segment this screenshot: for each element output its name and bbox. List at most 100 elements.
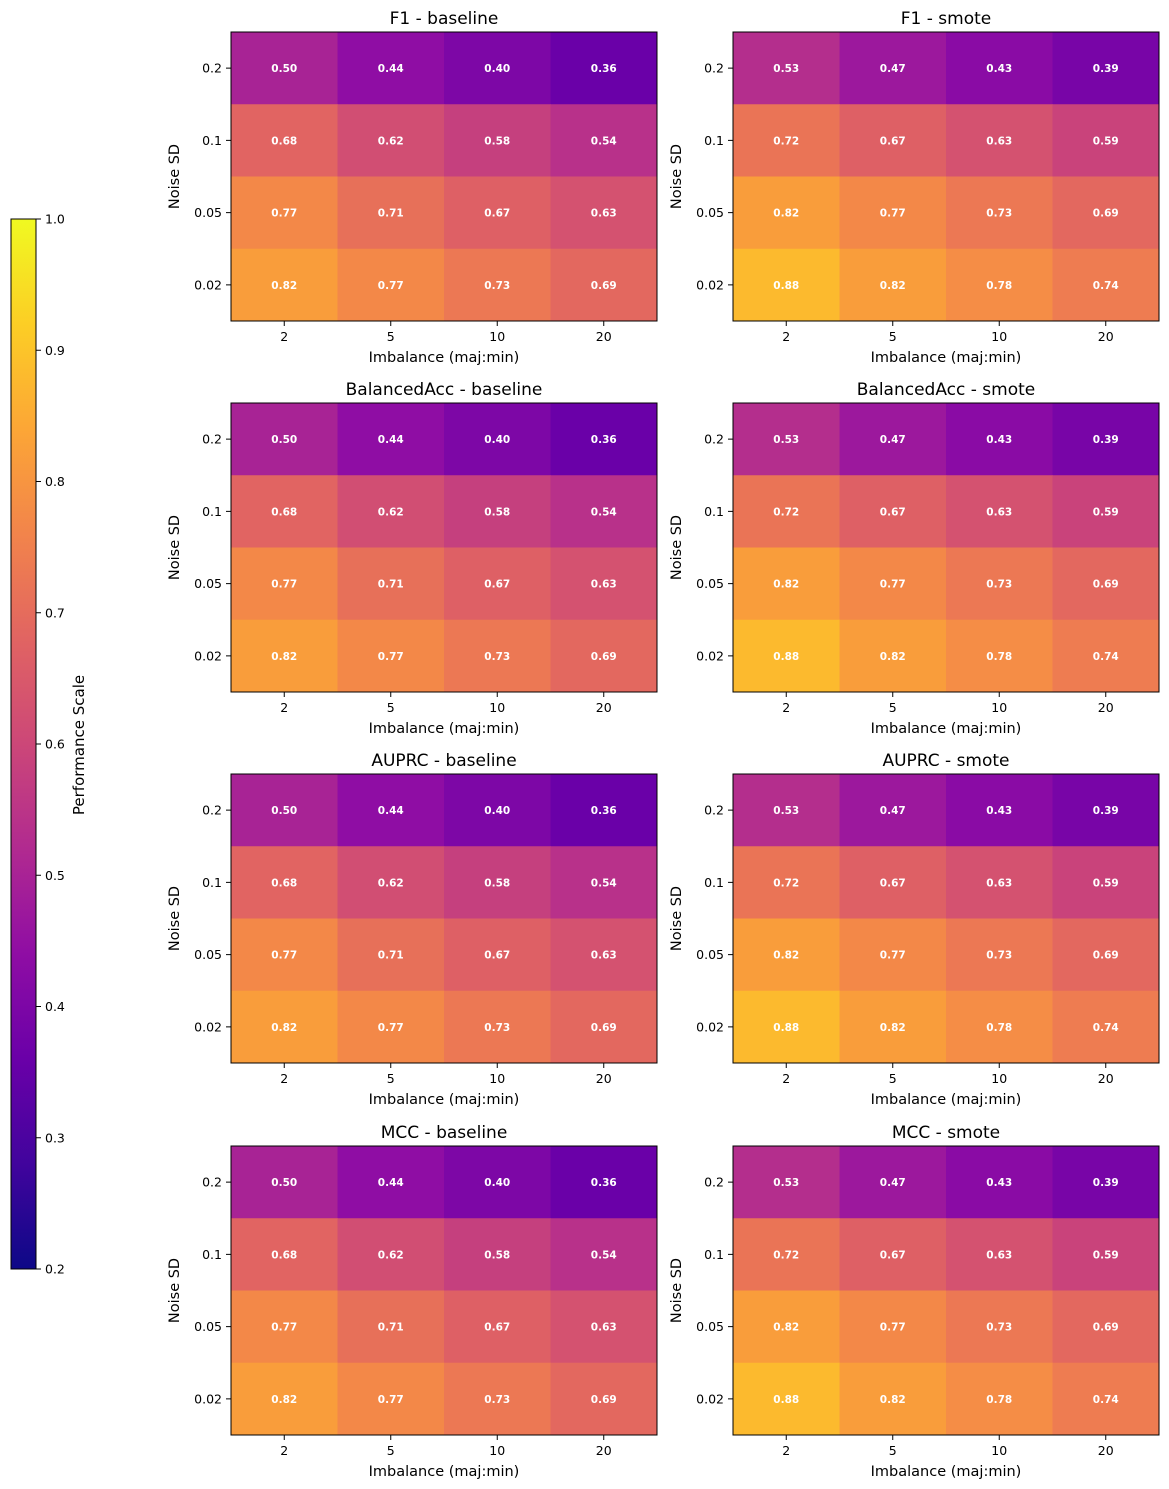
cell-value-label: 0.62 xyxy=(378,135,404,147)
cell-value-label: 0.77 xyxy=(880,1322,906,1334)
heatmap-cell xyxy=(550,248,658,322)
cell-value-label: 0.68 xyxy=(271,1249,297,1261)
cell-value-label: 0.82 xyxy=(271,651,297,663)
heatmap-cell xyxy=(946,32,1053,105)
cell-value-label: 0.78 xyxy=(986,1022,1012,1034)
heatmap-cell xyxy=(444,475,551,548)
cell-value-label: 0.47 xyxy=(880,805,906,817)
cell-value-label: 0.40 xyxy=(484,434,510,446)
y-axis-label: Noise SD xyxy=(167,886,183,951)
heatmap-cell xyxy=(231,918,338,992)
heatmap-cell xyxy=(337,1146,445,1219)
cell-value-label: 0.78 xyxy=(986,1394,1012,1406)
heatmap-cell xyxy=(946,1146,1053,1219)
heatmap-cell xyxy=(231,176,338,250)
cell-value-label: 0.59 xyxy=(1093,877,1119,889)
cell-value-label: 0.82 xyxy=(773,208,799,220)
heatmap-cell xyxy=(839,619,947,693)
heatmap-cell xyxy=(839,1290,947,1364)
cell-value-label: 0.43 xyxy=(986,63,1012,75)
colorbar-tick-label: 0.7 xyxy=(45,605,65,620)
y-tick-label: 0.05 xyxy=(194,947,222,962)
cell-value-label: 0.39 xyxy=(1093,1177,1119,1189)
heatmap-cell xyxy=(444,1362,551,1436)
heatmap-cell xyxy=(231,547,338,621)
cell-value-label: 0.40 xyxy=(484,805,510,817)
heatmap-cell xyxy=(550,1218,658,1291)
x-tick-label: 2 xyxy=(280,700,288,715)
heatmap-cell xyxy=(1052,104,1160,177)
x-axis-label: Imbalance (maj:min) xyxy=(369,1092,520,1108)
y-axis-label: Noise SD xyxy=(167,1258,183,1323)
cell-value-label: 0.67 xyxy=(880,506,906,518)
y-tick-label: 0.2 xyxy=(704,803,724,818)
heatmap-cell xyxy=(1052,32,1160,105)
x-tick-label: 5 xyxy=(387,1443,395,1458)
cell-value-label: 0.63 xyxy=(591,579,617,591)
colorbar-tick-label: 1.0 xyxy=(45,212,65,227)
cell-value-label: 0.59 xyxy=(1093,135,1119,147)
y-tick-label: 0.05 xyxy=(696,1319,724,1334)
cell-value-label: 0.77 xyxy=(378,1022,404,1034)
cell-value-label: 0.67 xyxy=(484,1322,510,1334)
heatmap-cell xyxy=(946,619,1053,693)
heatmap-cell xyxy=(337,176,445,250)
x-tick-label: 5 xyxy=(889,329,897,344)
y-tick-label: 0.2 xyxy=(704,61,724,76)
x-tick-label: 5 xyxy=(889,1443,897,1458)
heatmap-cell xyxy=(444,1290,551,1364)
cell-value-label: 0.74 xyxy=(1093,651,1119,663)
cell-value-label: 0.77 xyxy=(378,651,404,663)
y-tick-label: 0.2 xyxy=(704,432,724,447)
cell-value-label: 0.36 xyxy=(591,1177,617,1189)
heatmap-cell xyxy=(1052,475,1160,548)
panel-title: AUPRC - baseline xyxy=(371,751,516,771)
y-tick-label: 0.1 xyxy=(704,504,724,519)
cell-value-label: 0.36 xyxy=(591,434,617,446)
cell-value-label: 0.62 xyxy=(378,877,404,889)
cell-value-label: 0.82 xyxy=(773,950,799,962)
y-tick-label: 0.1 xyxy=(704,875,724,890)
heatmap-cell xyxy=(1052,846,1160,919)
heatmap-cell xyxy=(839,1362,947,1436)
x-tick-label: 2 xyxy=(782,1443,790,1458)
cell-value-label: 0.73 xyxy=(484,1394,510,1406)
heatmap-cell xyxy=(1052,1290,1160,1364)
cell-value-label: 0.40 xyxy=(484,1177,510,1189)
heatmap-cell xyxy=(839,176,947,250)
x-tick-label: 20 xyxy=(596,329,612,344)
heatmap-cell xyxy=(733,846,840,919)
cell-value-label: 0.74 xyxy=(1093,1394,1119,1406)
y-tick-label: 0.02 xyxy=(194,648,222,663)
plot-frame xyxy=(230,773,658,1064)
cell-value-label: 0.78 xyxy=(986,651,1012,663)
panel-title: MCC - smote xyxy=(892,1123,1000,1143)
plot-frame xyxy=(230,1145,658,1436)
y-tick-label: 0.02 xyxy=(194,1019,222,1034)
cell-value-label: 0.77 xyxy=(271,208,297,220)
heatmap-cell xyxy=(946,248,1053,322)
y-tick-label: 0.02 xyxy=(194,277,222,292)
x-tick-label: 10 xyxy=(991,1443,1007,1458)
cell-value-label: 0.67 xyxy=(484,579,510,591)
y-tick-label: 0.02 xyxy=(696,1391,724,1406)
y-axis-label: Noise SD xyxy=(669,1258,685,1323)
heatmap-cell xyxy=(1052,619,1160,693)
heatmap-cell xyxy=(444,32,551,105)
heatmap-cell xyxy=(839,774,947,847)
cell-value-label: 0.68 xyxy=(271,506,297,518)
heatmap-cell xyxy=(550,774,658,847)
heatmap-cell xyxy=(444,619,551,693)
y-tick-label: 0.05 xyxy=(194,1319,222,1334)
heatmap-cell xyxy=(444,1146,551,1219)
y-tick-label: 0.2 xyxy=(202,432,222,447)
cell-value-label: 0.77 xyxy=(880,208,906,220)
heatmap-cell xyxy=(231,619,338,693)
cell-value-label: 0.74 xyxy=(1093,280,1119,292)
heatmap-cell xyxy=(231,104,338,177)
y-tick-label: 0.05 xyxy=(696,947,724,962)
heatmap-cell xyxy=(550,846,658,919)
cell-value-label: 0.54 xyxy=(591,877,617,889)
cell-value-label: 0.53 xyxy=(773,1177,799,1189)
